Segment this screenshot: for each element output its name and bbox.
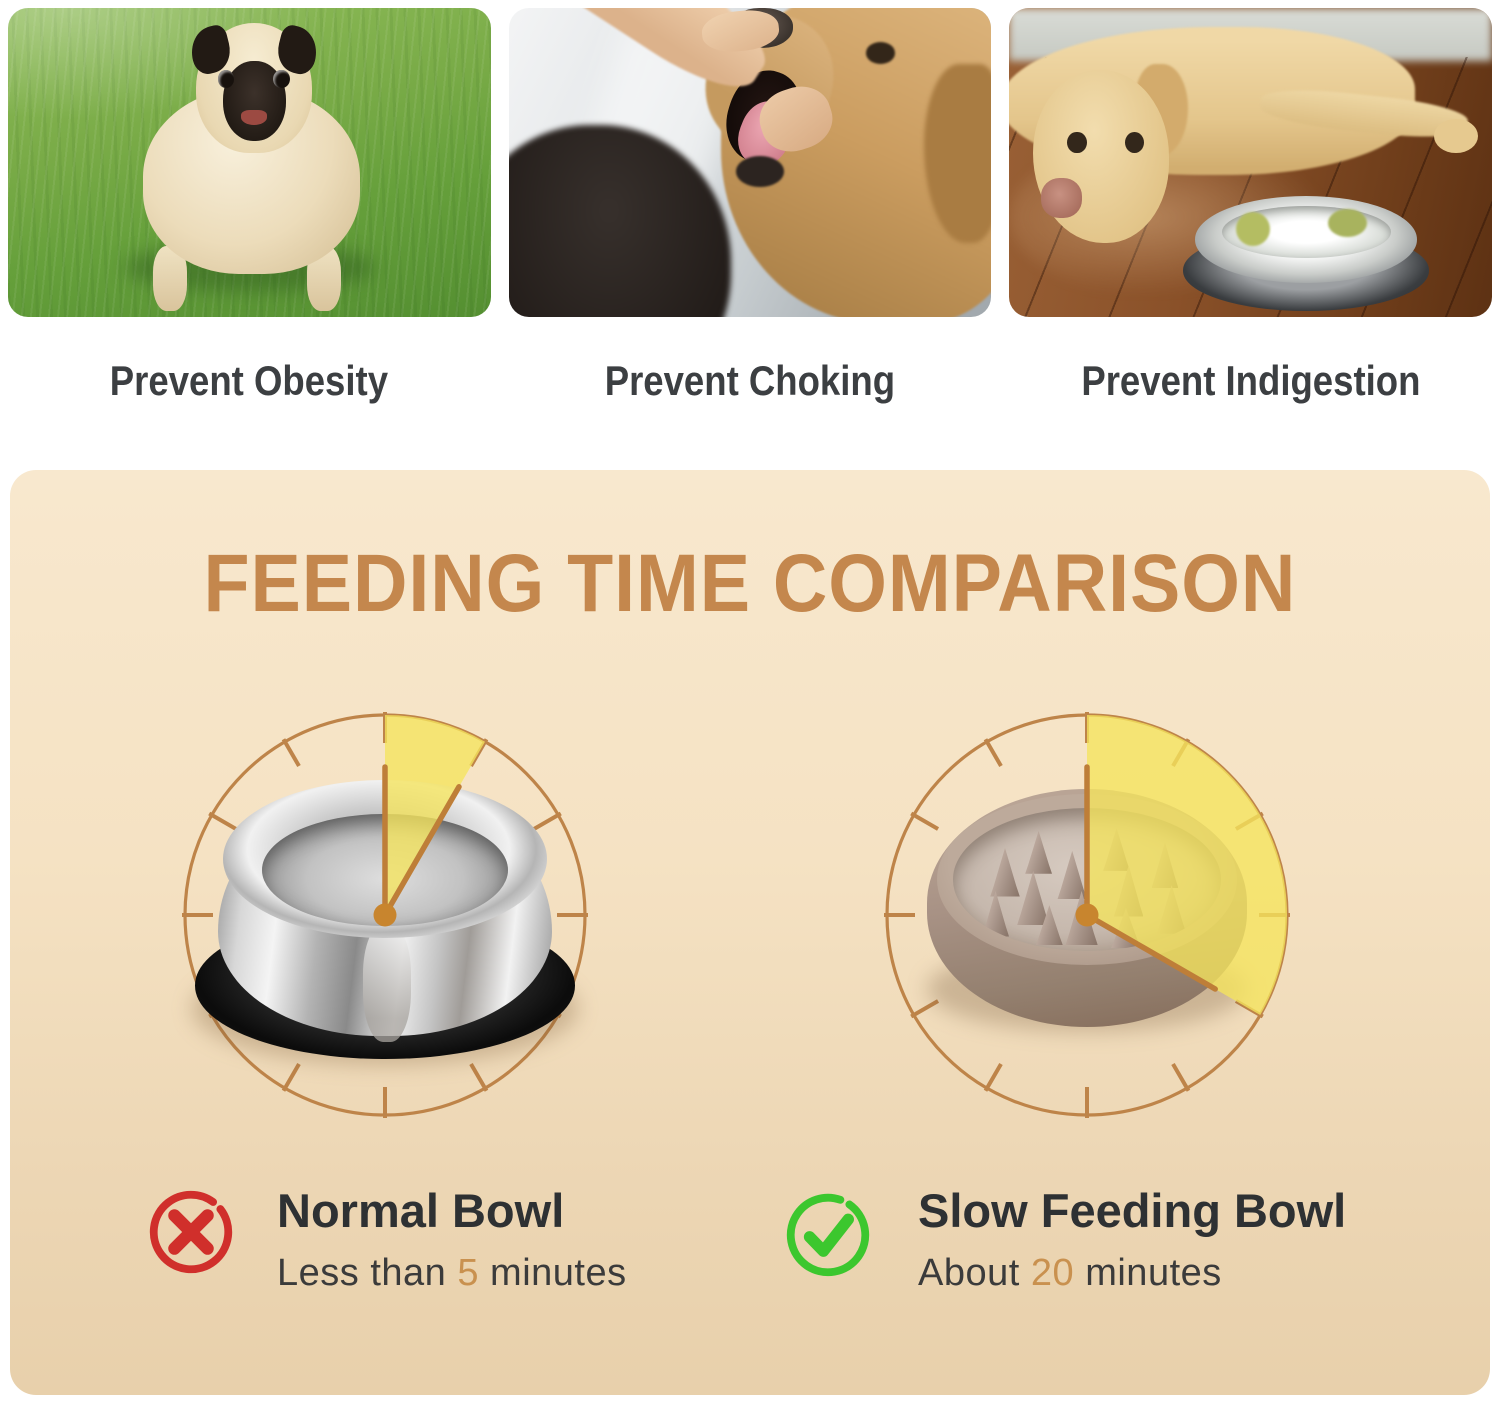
benefit-caption-indigestion: Prevent Indigestion	[1056, 356, 1446, 406]
benefit-card-indigestion: Prevent Indigestion	[1009, 8, 1493, 406]
bowl-reflection	[1327, 208, 1367, 237]
comparison-title-text: FEEDING TIME COMPARISON	[203, 538, 1297, 629]
benefit-caption-text: Prevent Choking	[604, 357, 896, 404]
slow-feeding-bowl-label: Slow Feeding Bowl About 20 minutes	[918, 1184, 1346, 1296]
slow-feeding-bowl-name: Slow Feeding Bowl	[918, 1184, 1347, 1237]
benefit-caption-text: Prevent Obesity	[110, 357, 389, 404]
clock-tick	[910, 811, 940, 831]
clock-center-dot	[373, 903, 397, 927]
minutes-wedge	[385, 715, 485, 915]
labrador-eye	[1067, 131, 1087, 154]
clock-normal-bowl	[175, 705, 595, 1125]
comparison-panel: FEEDING TIME COMPARISON	[10, 470, 1490, 1395]
normal-bowl-name: Normal Bowl	[277, 1184, 565, 1237]
pug-eye-right	[273, 69, 290, 88]
clock-center-dot	[1075, 903, 1099, 927]
benefit-caption-text: Prevent Indigestion	[1081, 357, 1421, 404]
clock-wedge-overlay-normal	[373, 715, 485, 927]
dog-eye	[865, 41, 895, 64]
dog-ear	[923, 63, 992, 243]
clock-tick	[208, 811, 238, 831]
clock-hand	[1084, 912, 1218, 992]
labrador-nose	[1040, 177, 1082, 219]
clock-tick	[983, 1062, 1003, 1092]
dog-lower-jaw	[735, 156, 784, 188]
benefit-caption-obesity: Prevent Obesity	[89, 356, 409, 406]
normal-bowl-label: Normal Bowl Less than 5 minutes	[277, 1184, 627, 1296]
labrador-eye	[1125, 131, 1145, 154]
x-icon	[149, 1190, 233, 1274]
clock-tick	[469, 1062, 489, 1092]
clock-tick	[910, 999, 940, 1019]
time-prefix: Less than	[277, 1252, 458, 1294]
time-value: 20	[1030, 1252, 1075, 1294]
comparison-title: FEEDING TIME COMPARISON	[10, 542, 1490, 626]
labrador-paw	[1434, 119, 1478, 154]
photo-checking-dog-mouth	[508, 8, 992, 317]
clock-tick	[532, 811, 562, 831]
benefits-section: Prevent Obesity Prevent Choking	[0, 0, 1500, 406]
benefit-card-choking: Prevent Choking	[508, 8, 992, 406]
clock-tick	[983, 738, 1003, 768]
clock-tick	[281, 1062, 301, 1092]
photo-obese-pug	[8, 8, 491, 317]
clock-hand	[382, 784, 462, 918]
time-suffix: minutes	[478, 1252, 627, 1294]
pug-mouth	[241, 109, 268, 126]
check-icon	[786, 1193, 870, 1277]
bowl-reflection-streak	[362, 923, 412, 1043]
benefit-caption-choking: Prevent Choking	[583, 356, 917, 406]
photo-labrador-by-bowl	[1009, 8, 1493, 317]
time-value: 5	[457, 1252, 479, 1294]
bowl-reflection	[1236, 211, 1270, 246]
normal-bowl-time: Less than 5 minutes	[277, 1250, 627, 1296]
pug-eye-left	[217, 69, 235, 88]
slow-feeding-bowl-time: About 20 minutes	[918, 1250, 1346, 1296]
benefit-card-obesity: Prevent Obesity	[8, 8, 491, 406]
clock-tick	[1171, 1062, 1191, 1092]
time-prefix: About	[918, 1252, 1031, 1294]
clock-tick	[281, 738, 301, 768]
clock-wedge-overlay-slow	[1075, 715, 1287, 1015]
time-suffix: minutes	[1074, 1252, 1222, 1294]
minutes-wedge	[1087, 715, 1287, 1015]
clock-slow-feeding-bowl	[877, 705, 1297, 1125]
